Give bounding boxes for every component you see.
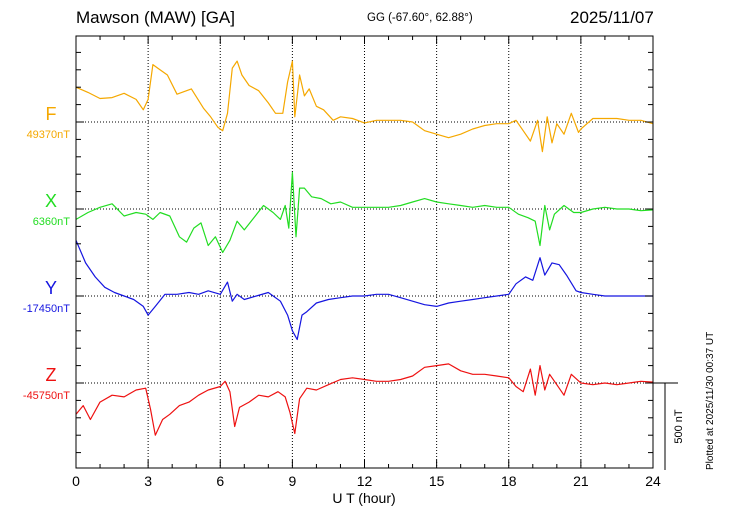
scale-bar: 500 nT [653, 382, 685, 470]
geographic-coordinates: GG (-67.60°, 62.88°) [367, 12, 473, 24]
series-label-z: Z [46, 365, 57, 385]
series-baseline-value: -45750nT [23, 390, 70, 402]
x-tick-label: 0 [72, 473, 80, 489]
series-line-x [76, 171, 653, 254]
series-labels: F 49370nT X 6360nT Y -17450nT Z -45750nT [23, 104, 70, 402]
x-tick-label: 18 [501, 473, 517, 489]
x-tick-label: 12 [357, 473, 373, 489]
series-baseline-value: 49370nT [27, 129, 71, 141]
series-lines [76, 60, 653, 436]
series-baseline-value: -17450nT [23, 303, 70, 315]
x-tick-labels: 0 3 6 9 12 15 18 21 24 [72, 473, 661, 489]
x-tick-label: 6 [216, 473, 224, 489]
date-label: 2025/11/07 [570, 8, 654, 27]
x-tick-label: 3 [144, 473, 152, 489]
x-tick-label: 24 [645, 473, 661, 489]
x-tick-label: 15 [429, 473, 445, 489]
plotted-timestamp: Plotted at 2025/11/30 00:37 UT [705, 331, 716, 470]
station-title: Mawson (MAW) [GA] [76, 8, 235, 27]
series-line-f [76, 60, 653, 153]
series-baseline-value: 6360nT [33, 216, 71, 228]
x-axis-label: U T (hour) [332, 490, 395, 506]
axis-ticks [75, 36, 654, 468]
series-label-y: Y [45, 278, 57, 298]
scale-bar-label: 500 nT [673, 409, 685, 444]
grid-lines [147, 36, 582, 468]
series-line-z [76, 363, 653, 436]
series-line-y [76, 240, 653, 341]
x-tick-label: 9 [288, 473, 296, 489]
series-label-f: F [46, 104, 57, 124]
x-tick-label: 21 [573, 473, 589, 489]
series-label-x: X [45, 191, 57, 211]
